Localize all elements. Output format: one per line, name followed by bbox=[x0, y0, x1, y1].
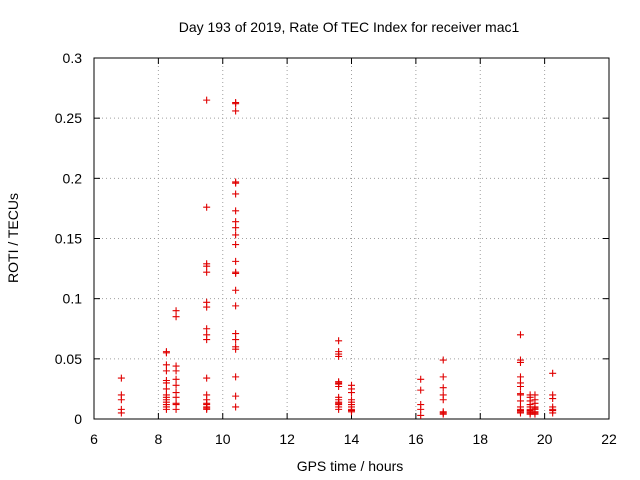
data-point bbox=[172, 307, 180, 315]
data-point bbox=[549, 369, 557, 377]
y-axis-title: ROTI / TECUs bbox=[5, 193, 21, 283]
data-point bbox=[232, 207, 240, 215]
data-point bbox=[335, 352, 343, 360]
data-point bbox=[516, 373, 524, 381]
data-point bbox=[417, 405, 425, 413]
data-point bbox=[232, 107, 240, 115]
data-point bbox=[348, 408, 355, 416]
y-tick-label: 0.1 bbox=[63, 291, 83, 307]
data-point bbox=[232, 100, 240, 108]
data-point bbox=[232, 392, 240, 400]
data-point bbox=[232, 336, 240, 344]
data-point bbox=[232, 218, 240, 226]
data-point bbox=[516, 331, 524, 339]
data-point bbox=[203, 203, 211, 211]
y-tick-label: 0.25 bbox=[55, 110, 82, 126]
data-point bbox=[516, 358, 524, 366]
x-tick-label: 22 bbox=[601, 431, 617, 447]
data-point bbox=[439, 384, 447, 392]
x-tick-label: 8 bbox=[154, 431, 162, 447]
x-tick-label: 18 bbox=[472, 431, 488, 447]
data-point bbox=[516, 391, 524, 399]
x-axis-ticks: 6 8 10 12 14 16 18 20 22 bbox=[90, 58, 617, 447]
data-point bbox=[172, 375, 180, 383]
x-tick-label: 6 bbox=[90, 431, 98, 447]
data-point bbox=[232, 257, 240, 265]
gridlines bbox=[94, 58, 609, 419]
data-point bbox=[516, 409, 524, 417]
y-axis-ticks: 0 0.05 0.1 0.15 0.2 0.25 0.3 bbox=[55, 50, 609, 427]
data-point bbox=[203, 303, 211, 311]
data-point bbox=[203, 374, 211, 382]
data-point bbox=[203, 405, 211, 413]
data-point bbox=[162, 349, 170, 357]
data-point bbox=[232, 345, 240, 353]
data-point bbox=[417, 375, 425, 383]
data-point bbox=[335, 383, 343, 391]
data-point bbox=[203, 268, 211, 276]
data-point bbox=[417, 386, 425, 394]
data-point bbox=[162, 385, 170, 393]
y-tick-label: 0.2 bbox=[63, 170, 83, 186]
data-point bbox=[549, 395, 557, 403]
data-point bbox=[516, 397, 524, 405]
data-point bbox=[417, 411, 425, 419]
y-tick-label: 0.15 bbox=[55, 231, 82, 247]
data-point bbox=[232, 241, 240, 249]
data-point bbox=[232, 403, 240, 411]
data-point bbox=[117, 396, 125, 404]
x-tick-label: 20 bbox=[537, 431, 553, 447]
data-point bbox=[439, 373, 447, 381]
data-point bbox=[232, 286, 240, 294]
data-point bbox=[232, 224, 240, 232]
data-point bbox=[232, 373, 240, 381]
data-point bbox=[203, 262, 211, 270]
data-point bbox=[203, 336, 211, 344]
data-points bbox=[117, 96, 557, 419]
x-tick-label: 12 bbox=[279, 431, 295, 447]
data-point bbox=[117, 409, 125, 417]
data-point bbox=[335, 337, 343, 345]
x-tick-label: 10 bbox=[215, 431, 231, 447]
data-point bbox=[117, 374, 125, 382]
data-point bbox=[531, 410, 539, 418]
data-point bbox=[172, 367, 180, 375]
data-point bbox=[172, 313, 180, 321]
data-point bbox=[172, 405, 180, 413]
data-point bbox=[439, 396, 447, 404]
data-point bbox=[549, 409, 557, 417]
data-point bbox=[232, 302, 240, 310]
data-point bbox=[162, 361, 170, 369]
data-point bbox=[232, 330, 240, 338]
x-tick-label: 14 bbox=[344, 431, 360, 447]
data-point bbox=[172, 381, 180, 389]
y-tick-label: 0 bbox=[74, 411, 82, 427]
data-point bbox=[172, 393, 180, 401]
data-point bbox=[232, 179, 240, 187]
x-tick-label: 16 bbox=[408, 431, 424, 447]
data-point bbox=[203, 325, 211, 333]
data-point bbox=[232, 231, 240, 239]
y-tick-label: 0.3 bbox=[63, 50, 83, 66]
data-point bbox=[516, 383, 524, 391]
data-point bbox=[162, 379, 170, 387]
data-point bbox=[335, 405, 343, 413]
data-point bbox=[162, 367, 170, 375]
data-point bbox=[232, 190, 240, 198]
data-point bbox=[439, 356, 447, 364]
data-point bbox=[162, 405, 170, 413]
data-point bbox=[348, 389, 355, 397]
chart-title: Day 193 of 2019, Rate Of TEC Index for r… bbox=[179, 19, 520, 35]
data-point bbox=[203, 96, 211, 104]
y-tick-label: 0.05 bbox=[55, 351, 82, 367]
data-point bbox=[232, 269, 240, 277]
data-point bbox=[439, 410, 447, 418]
x-axis-title: GPS time / hours bbox=[297, 458, 404, 474]
